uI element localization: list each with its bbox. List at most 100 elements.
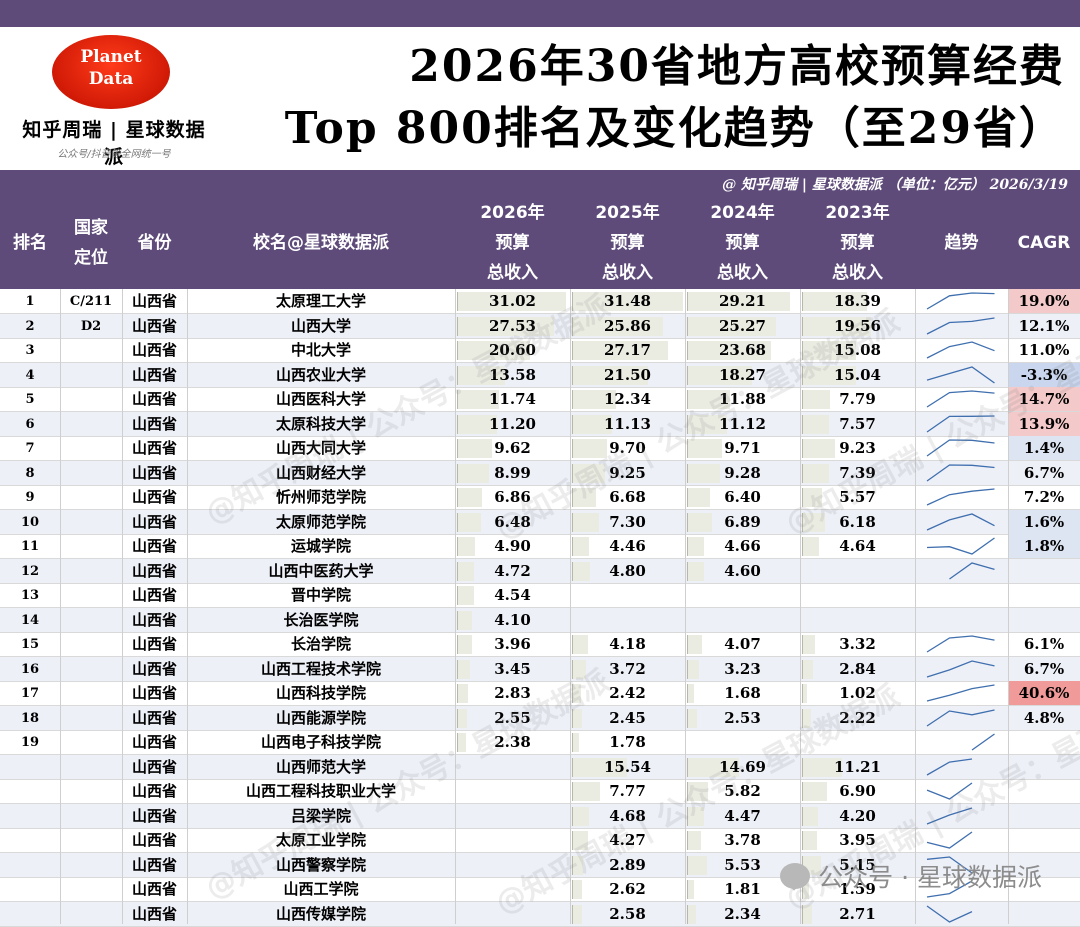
column-header-trend: 趋势 xyxy=(944,233,979,253)
data-bar xyxy=(687,561,705,581)
data-bar xyxy=(802,512,825,532)
cell-y2026 xyxy=(455,804,570,828)
sparkline-path xyxy=(926,365,995,384)
table-row: 15 山西省 长治学院 3.96 4.18 4.07 3.32 6.1% xyxy=(0,632,1080,657)
cell-level xyxy=(60,779,122,803)
data-bar xyxy=(687,316,777,336)
cell-y2023: 9.23 xyxy=(839,439,876,457)
cell-cagr: 13.9% xyxy=(1008,411,1080,436)
column-divider xyxy=(60,289,61,924)
data-bar xyxy=(802,757,843,777)
column-divider xyxy=(915,289,916,924)
cell-rank: 5 xyxy=(25,392,35,407)
data-bar xyxy=(457,610,473,630)
data-bar xyxy=(457,733,467,752)
cell-y2024: 1.81 xyxy=(724,880,761,898)
cell-rank: 9 xyxy=(25,490,35,505)
cell-y2026: 4.10 xyxy=(494,610,531,629)
cell-y2025: 3.72 xyxy=(609,659,646,678)
sparkline-path xyxy=(926,414,995,433)
cell-rank: 19 xyxy=(20,735,40,750)
table-row: 18 山西省 山西能源学院 2.55 2.45 2.53 2.22 4.8% xyxy=(0,705,1080,731)
trend-sparkline xyxy=(926,414,995,433)
table-row: 山西省 山西工程科技职业大学 7.77 5.82 6.90 xyxy=(0,779,1080,804)
sparkline-path xyxy=(926,390,995,408)
table-row: 2 D2 山西省 山西大学 27.53 25.86 25.27 19.56 12.1% xyxy=(0,313,1080,339)
data-bar xyxy=(457,512,481,532)
table-row: 山西省 山西警察学院 2.89 5.53 5.15 xyxy=(0,852,1080,878)
cell-province: 山西省 xyxy=(131,831,177,849)
cell-y2023 xyxy=(800,583,915,607)
page-title-line2: Top 800排名及变化趋势（至29省） xyxy=(284,103,1065,154)
cell-cagr xyxy=(1008,583,1080,607)
cell-y2026: 4.72 xyxy=(494,561,531,580)
sparkline-path xyxy=(926,439,995,457)
cell-level xyxy=(60,755,122,779)
data-bar xyxy=(802,488,823,507)
cell-y2025: 6.68 xyxy=(609,488,646,506)
cell-y2026: 2.83 xyxy=(494,684,531,702)
cell-name: 山西传媒学院 xyxy=(275,904,366,923)
data-bar xyxy=(572,757,628,777)
data-bar xyxy=(802,659,813,679)
data-bar xyxy=(687,855,708,875)
data-bar xyxy=(457,659,471,679)
cell-level xyxy=(60,902,122,926)
trend-sparkline xyxy=(926,635,995,653)
cell-y2025: 1.78 xyxy=(609,733,646,751)
cell-province: 山西省 xyxy=(131,659,177,678)
cell-level xyxy=(60,412,122,436)
trend-sparkline xyxy=(926,488,995,506)
cell-level xyxy=(60,387,122,411)
cell-province: 山西省 xyxy=(131,439,177,457)
sparkline-path xyxy=(926,635,995,653)
data-bar xyxy=(802,880,809,899)
credit-bar: @ 知乎周瑞 | 星球数据派 （单位：亿元） 2026/3/19 xyxy=(0,170,1080,197)
data-bar xyxy=(572,292,683,311)
cell-level xyxy=(60,632,122,656)
cell-cagr xyxy=(1008,804,1080,828)
cell-y2025: 2.42 xyxy=(609,684,646,702)
cell-level: D2 xyxy=(80,318,102,334)
table-row: 山西省 山西师范大学 15.54 14.69 11.21 xyxy=(0,754,1080,780)
data-bar xyxy=(572,659,586,679)
table-row: 7 山西省 山西大同大学 9.62 9.70 9.71 9.23 1.4% xyxy=(0,436,1080,461)
data-bar xyxy=(572,733,580,752)
cell-y2026: 11.20 xyxy=(489,414,536,433)
data-bar xyxy=(687,463,721,483)
cell-y2025: 4.27 xyxy=(609,831,646,849)
sparkline-path xyxy=(926,757,973,776)
cell-name: 山西科技学院 xyxy=(275,684,366,702)
cell-rank: 17 xyxy=(20,686,40,701)
cell-province: 山西省 xyxy=(131,463,177,482)
data-bar xyxy=(687,806,704,826)
cell-rank: 6 xyxy=(25,416,35,432)
cell-name: 吕梁学院 xyxy=(290,806,351,825)
column-divider xyxy=(1008,289,1009,924)
cell-y2026 xyxy=(455,877,570,901)
trend-sparkline xyxy=(971,733,995,751)
cell-rank: 14 xyxy=(20,612,40,628)
cell-name: 太原工业学院 xyxy=(275,831,366,849)
data-bar xyxy=(802,365,856,385)
data-bar xyxy=(687,488,711,507)
trend-sparkline xyxy=(949,561,995,580)
cell-y2023: 19.56 xyxy=(834,316,881,335)
sparkline-path xyxy=(926,512,995,531)
data-bar xyxy=(802,782,828,801)
cell-y2025: 4.18 xyxy=(609,635,646,653)
cell-cagr xyxy=(1008,779,1080,803)
data-bar xyxy=(687,708,697,728)
table-row: 6 山西省 太原科技大学 11.20 11.13 11.12 7.57 13.9% xyxy=(0,411,1080,437)
data-bar xyxy=(572,831,588,850)
cell-level xyxy=(60,608,122,632)
cell-name: 山西工程科技职业大学 xyxy=(245,782,396,800)
sparkline-path xyxy=(926,831,973,849)
cell-province: 山西省 xyxy=(131,635,177,653)
cell-rank: 15 xyxy=(20,637,40,652)
cell-rank: 4 xyxy=(25,367,35,383)
data-bar xyxy=(457,488,482,507)
column-header-2023: 2023年 预算 总收入 xyxy=(825,203,890,283)
cell-y2026: 20.60 xyxy=(489,341,536,359)
trend-sparkline xyxy=(926,292,995,310)
